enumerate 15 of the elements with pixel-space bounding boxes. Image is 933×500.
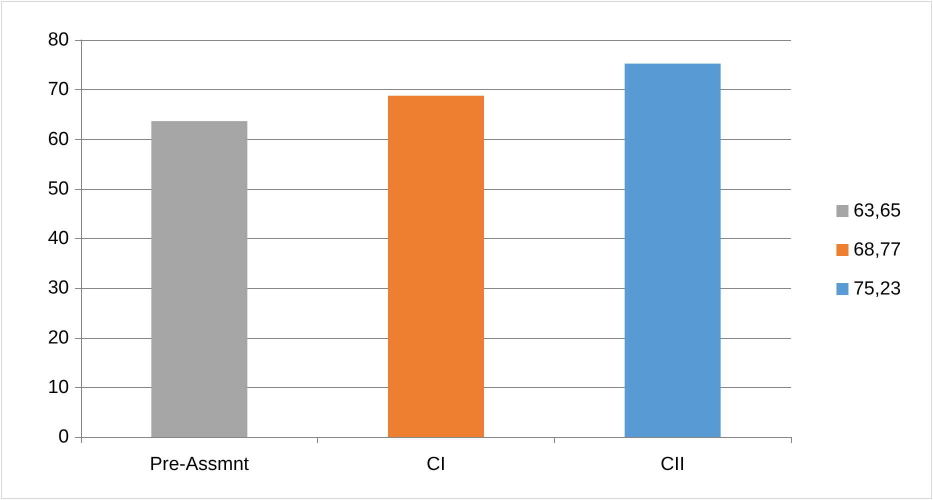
x-tick-label: Pre-Assmnt — [150, 454, 250, 475]
y-tick-label: 80 — [48, 30, 69, 50]
y-tick-label: 40 — [48, 228, 69, 249]
y-tick-label: 10 — [48, 376, 69, 398]
legend-label: 68,77 — [853, 240, 901, 260]
y-tick-label: 20 — [48, 327, 69, 348]
y-tick-label: 0 — [58, 426, 69, 448]
legend-label: 63,65 — [853, 200, 901, 222]
y-tick-label: 30 — [48, 278, 69, 299]
y-tick-label: 70 — [48, 79, 69, 100]
x-tick-label: CI — [426, 454, 446, 475]
legend-label: 75,23 — [853, 278, 901, 300]
y-tick-label: 60 — [48, 128, 69, 150]
y-tick-label: 50 — [48, 178, 69, 200]
x-tick-label: CII — [660, 454, 685, 475]
